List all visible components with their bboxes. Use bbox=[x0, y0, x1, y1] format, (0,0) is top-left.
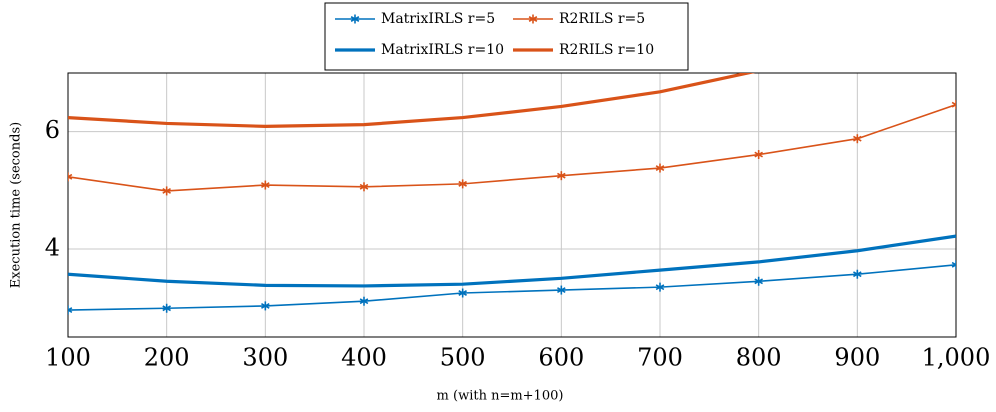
plot-frame bbox=[67, 72, 957, 338]
legend-label: MatrixIRLS r=5 bbox=[381, 11, 495, 27]
x-tick-label: 400 bbox=[341, 344, 387, 372]
marker-stroke bbox=[261, 182, 270, 188]
data-point bbox=[162, 303, 171, 313]
marker-stroke bbox=[68, 173, 73, 178]
data-point bbox=[853, 134, 862, 144]
x-tick-label: 700 bbox=[637, 344, 683, 372]
data-point bbox=[261, 180, 270, 190]
marker-stroke bbox=[359, 298, 369, 305]
series-line bbox=[68, 103, 956, 192]
marker-stroke bbox=[754, 151, 763, 158]
y-tick-label: 4 bbox=[45, 234, 60, 262]
marker-stroke bbox=[261, 302, 270, 309]
data-point bbox=[68, 172, 73, 182]
y-tick-label: 6 bbox=[45, 116, 60, 144]
marker-stroke bbox=[458, 290, 467, 296]
marker-stroke bbox=[68, 309, 73, 313]
data-point bbox=[951, 100, 956, 110]
data-point bbox=[359, 182, 369, 192]
x-tick-label: 600 bbox=[538, 344, 584, 372]
marker-stroke bbox=[853, 135, 862, 142]
marker-stroke bbox=[68, 175, 73, 180]
marker-stroke bbox=[655, 284, 665, 291]
marker-stroke bbox=[557, 172, 566, 179]
legend-box bbox=[324, 2, 689, 71]
marker-stroke bbox=[853, 271, 862, 278]
x-tick-label: 800 bbox=[736, 344, 782, 372]
marker-stroke bbox=[951, 263, 956, 268]
legend-label: R2RILS r=10 bbox=[559, 42, 654, 58]
x-tick-label: 300 bbox=[242, 344, 288, 372]
marker-stroke bbox=[655, 165, 665, 171]
x-tick-label: 100 bbox=[45, 344, 91, 372]
marker-stroke bbox=[951, 103, 956, 108]
marker-stroke bbox=[557, 287, 566, 294]
series-line bbox=[68, 234, 956, 288]
data-point bbox=[261, 301, 270, 311]
marker-stroke bbox=[951, 261, 956, 266]
data-point bbox=[951, 260, 956, 270]
marker-stroke bbox=[68, 307, 73, 311]
series-line bbox=[68, 264, 956, 311]
marker-stroke bbox=[162, 187, 171, 194]
data-point bbox=[655, 163, 665, 173]
data-point bbox=[162, 186, 171, 196]
data-point bbox=[68, 305, 73, 315]
x-tick-label: 900 bbox=[834, 344, 880, 372]
marker-stroke bbox=[754, 278, 763, 285]
x-tick-label: 500 bbox=[440, 344, 486, 372]
marker-stroke bbox=[162, 305, 171, 312]
legend-label: MatrixIRLS r=10 bbox=[381, 42, 504, 58]
y-axis-label: Execution time (seconds) bbox=[9, 122, 24, 288]
marker-stroke bbox=[359, 183, 369, 190]
legend-label: R2RILS r=5 bbox=[559, 11, 645, 27]
data-point bbox=[754, 150, 763, 160]
plot-area bbox=[68, 73, 956, 315]
data-point bbox=[458, 288, 467, 298]
data-point bbox=[754, 276, 763, 286]
legend-marker bbox=[528, 16, 538, 22]
data-point bbox=[655, 282, 665, 292]
marker-stroke bbox=[951, 101, 956, 106]
data-point bbox=[557, 285, 566, 295]
x-tick-label: 200 bbox=[144, 344, 190, 372]
data-point bbox=[458, 179, 467, 189]
x-axis-label: m (with n=m+100) bbox=[437, 389, 564, 404]
marker-stroke bbox=[458, 180, 467, 187]
data-point bbox=[359, 296, 369, 306]
data-point bbox=[853, 269, 862, 279]
legend-marker bbox=[350, 16, 360, 22]
series-line bbox=[68, 73, 756, 128]
x-tick-label: 1,000 bbox=[922, 344, 991, 372]
data-point bbox=[557, 171, 566, 181]
legend: MatrixIRLS r=5 R2RILS r=5 MatrixIRLS r=10 R… bbox=[324, 2, 689, 71]
